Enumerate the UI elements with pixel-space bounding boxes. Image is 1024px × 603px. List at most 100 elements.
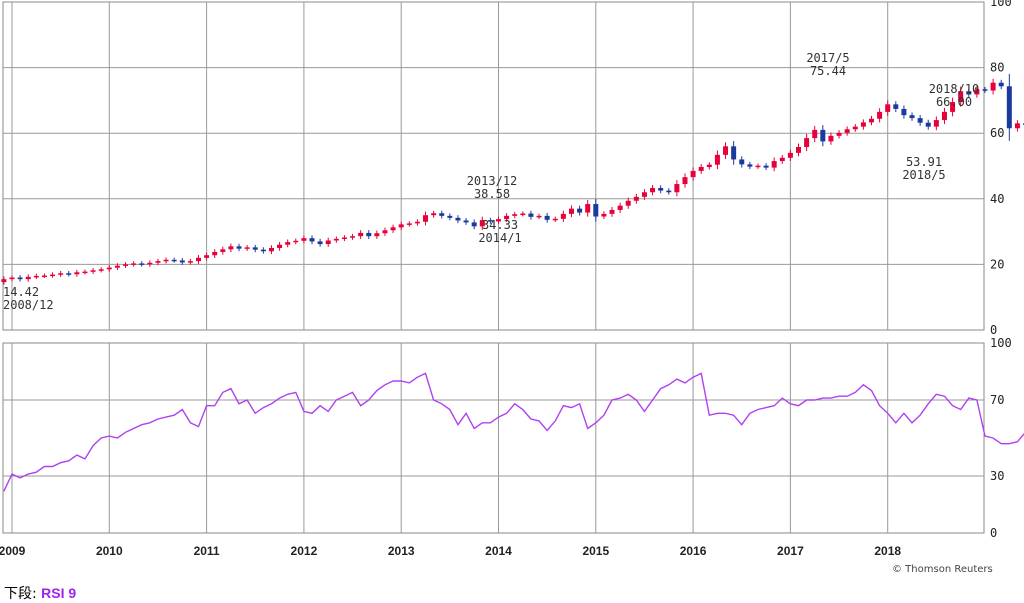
candle-body	[455, 217, 461, 221]
candle-body	[714, 154, 720, 165]
candle-body	[950, 102, 956, 112]
candle-body	[755, 165, 761, 168]
x-tick-label: 2018	[874, 544, 901, 558]
candle-body	[901, 108, 907, 116]
candle-body	[50, 274, 56, 277]
candle-body	[690, 170, 696, 178]
candle-body	[852, 126, 858, 130]
candle-body	[593, 204, 599, 217]
candle-body	[1014, 123, 1020, 129]
candle-body	[195, 257, 201, 262]
candle-body	[423, 215, 429, 222]
candle-body	[366, 232, 372, 237]
rsi-y-tick-label: 70	[990, 393, 1004, 407]
candle-body	[98, 269, 104, 271]
candle-body	[828, 135, 834, 142]
candle-body	[617, 205, 623, 210]
candle-body	[998, 82, 1004, 87]
candle-body	[260, 249, 266, 252]
candle-body	[585, 204, 591, 213]
candle-body	[885, 104, 891, 112]
candle-body	[220, 249, 226, 252]
candle-body	[74, 272, 80, 275]
caption-prefix: 下段:	[4, 586, 37, 602]
candle-body	[601, 213, 607, 217]
price-y-tick-label: 80	[990, 61, 1004, 75]
candle-body	[398, 224, 404, 228]
axis-labels: 2009 2010 2011 2012 2013 2014 2015 2016 2017 2018…	[0, 0, 1012, 558]
candle-body	[309, 238, 315, 242]
candles	[1, 73, 1024, 285]
candle-body	[463, 220, 469, 223]
candle-body	[301, 238, 307, 241]
price-panel-frame	[2, 1, 985, 331]
candle-body	[147, 262, 153, 265]
candle-body	[577, 208, 583, 213]
x-tick-label: 2016	[680, 544, 707, 558]
candle-body	[447, 215, 453, 218]
candle-body	[187, 261, 193, 263]
annotation-date: 2018/5	[902, 168, 945, 182]
candle-body	[33, 275, 39, 278]
caption-indicator: RSI 9	[41, 585, 77, 601]
candle-body	[917, 118, 923, 123]
candle-body	[633, 196, 639, 201]
price-y-tick-label: 0	[990, 323, 997, 337]
candle-body	[58, 273, 64, 275]
x-tick-label: 2015	[582, 544, 609, 558]
candle-body	[909, 115, 915, 119]
candle-body	[877, 111, 883, 119]
candle-body	[317, 241, 323, 245]
candle-body	[820, 129, 826, 142]
candle-body	[609, 209, 615, 214]
candle-body	[17, 277, 23, 280]
candle-body	[544, 215, 550, 220]
candle-body	[982, 89, 988, 91]
candle-body	[520, 213, 526, 216]
rsi-y-tick-label: 30	[990, 469, 1004, 483]
candle-body	[41, 275, 47, 278]
candle-body	[641, 192, 647, 197]
candle-body	[893, 104, 899, 109]
annotation-value: 38.58	[474, 187, 510, 201]
candle-body	[804, 138, 810, 147]
candle-body	[682, 177, 688, 185]
candle-body	[698, 166, 704, 171]
candle-body	[787, 152, 793, 158]
candle-body	[66, 273, 72, 275]
annotation-date: 2017/5	[806, 51, 849, 65]
candle-body	[966, 91, 972, 95]
candle-body	[382, 230, 388, 234]
rsi-line	[3, 372, 1024, 492]
rsi-y-tick-label: 100	[990, 336, 1012, 350]
candle-body	[439, 213, 445, 216]
x-tick-label: 2012	[291, 544, 318, 558]
candle-body	[268, 248, 274, 252]
candle-body	[925, 122, 931, 127]
candle-body	[414, 221, 420, 224]
candle-body	[350, 236, 356, 238]
candle-body	[836, 132, 842, 136]
candle-body	[1, 279, 7, 283]
candle-body	[666, 190, 672, 193]
candle-body	[958, 91, 964, 103]
candle-body	[771, 161, 777, 168]
candle-body	[731, 146, 737, 160]
candle-body	[114, 265, 120, 268]
candle-body	[568, 208, 574, 214]
candle-body	[471, 222, 477, 227]
candle-body	[285, 242, 291, 245]
x-tick-label: 2009	[0, 544, 26, 558]
candle-body	[560, 213, 566, 219]
candle-body	[504, 215, 510, 220]
candle-body	[868, 118, 874, 123]
candle-body	[625, 200, 631, 206]
candle-body	[747, 164, 753, 167]
price-y-tick-label: 100	[990, 0, 1012, 9]
annotation-date: 2014/1	[478, 231, 521, 245]
candle-body	[812, 129, 818, 139]
candle-body	[706, 164, 712, 167]
candle-body	[171, 259, 177, 262]
candle-body	[236, 246, 242, 249]
